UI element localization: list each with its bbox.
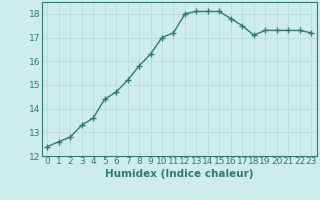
X-axis label: Humidex (Indice chaleur): Humidex (Indice chaleur) <box>105 169 253 179</box>
